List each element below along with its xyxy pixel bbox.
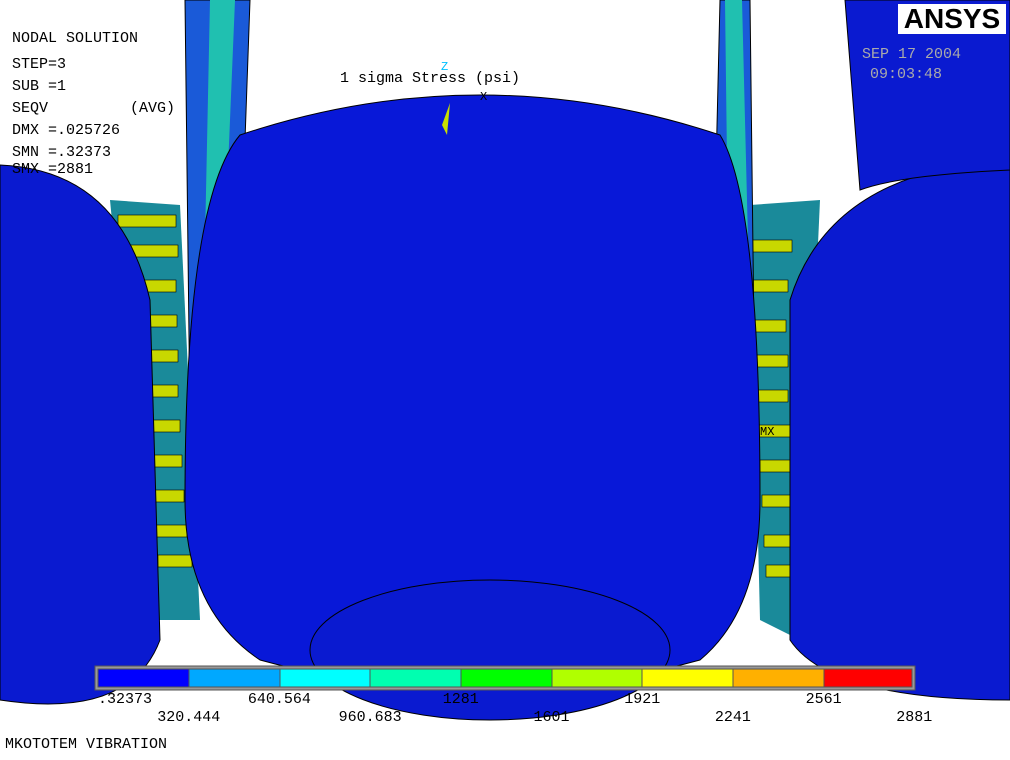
legend-label: 1921 bbox=[624, 691, 660, 708]
header-line: STEP=3 bbox=[12, 56, 66, 73]
right-body bbox=[790, 160, 1010, 700]
date: SEP 17 2004 bbox=[862, 46, 961, 63]
header-line: (AVG) bbox=[130, 100, 175, 117]
plot-title: 1 sigma Stress (psi) bbox=[340, 70, 520, 87]
footer: MKOTOTEM VIBRATION bbox=[5, 736, 167, 753]
time: 09:03:48 bbox=[870, 66, 942, 83]
legend-label: 1601 bbox=[533, 709, 569, 726]
header-line: DMX =.025726 bbox=[12, 122, 120, 139]
header-title: NODAL SOLUTION bbox=[12, 30, 138, 47]
header-line: SEQV bbox=[12, 100, 48, 117]
legend-label: 320.444 bbox=[157, 709, 220, 726]
legend-label: 1281 bbox=[443, 691, 479, 708]
legend-label: 2561 bbox=[806, 691, 842, 708]
header-line: SMX =2881 bbox=[12, 161, 93, 178]
legend-bar bbox=[95, 666, 915, 690]
max-marker: MX bbox=[760, 425, 774, 439]
legend-label: 640.564 bbox=[248, 691, 311, 708]
axis-label: Z bbox=[441, 60, 448, 74]
legend-label: .32373 bbox=[98, 691, 152, 708]
legend-label: 960.683 bbox=[339, 709, 402, 726]
legend-label: 2241 bbox=[715, 709, 751, 726]
header-line: SUB =1 bbox=[12, 78, 66, 95]
axis-label: X bbox=[480, 90, 487, 104]
header-line: SMN =.32373 bbox=[12, 144, 111, 161]
cylinder-base bbox=[310, 580, 670, 720]
legend-label: 2881 bbox=[896, 709, 932, 726]
logo: ANSYS bbox=[904, 3, 1000, 34]
ansys-view: ANSYS NODAL SOLUTION STEP=3 SUB =1 SEQV … bbox=[0, 0, 1010, 760]
